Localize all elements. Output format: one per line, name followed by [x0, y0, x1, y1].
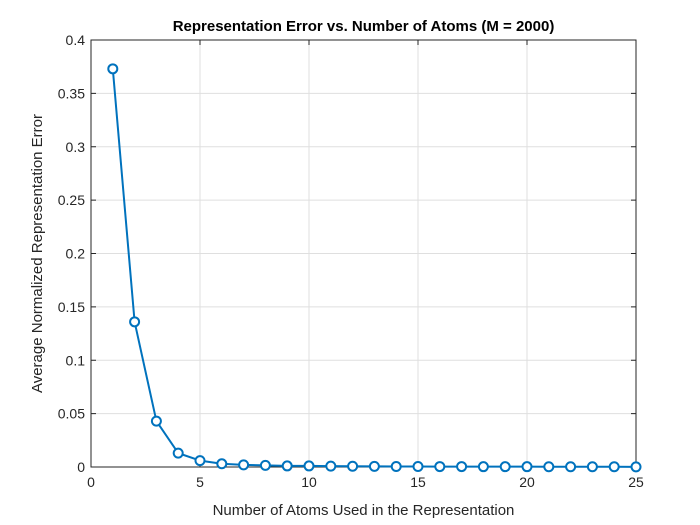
data-point — [194, 455, 206, 467]
data-point — [477, 461, 489, 473]
data-point — [150, 415, 162, 427]
data-point — [303, 460, 315, 472]
x-tick-label: 0 — [87, 474, 95, 490]
y-axis-label: Average Normalized Representation Error — [29, 114, 46, 393]
y-tick-label: 0.2 — [66, 246, 86, 262]
ticks: 0 5 10 15 20 25 0 0.05 0.1 0.15 0.2 0.25 0.3 0.35 0.4 — [58, 32, 644, 490]
data-point — [543, 461, 555, 473]
chart-title: Representation Error vs. Number of Atoms… — [173, 18, 555, 35]
data-point — [216, 458, 228, 470]
x-tick-label: 25 — [628, 474, 644, 490]
data-point — [586, 461, 598, 473]
x-tick-label: 10 — [301, 474, 317, 490]
y-tick-label: 0.15 — [58, 299, 85, 315]
data-series — [107, 63, 642, 473]
data-point — [238, 459, 250, 471]
y-tick-label: 0.3 — [66, 139, 86, 155]
y-tick-label: 0.4 — [66, 32, 86, 48]
y-tick-label: 0.05 — [58, 406, 85, 422]
x-axis-label: Number of Atoms Used in the Representati… — [213, 502, 515, 519]
y-tick-label: 0.35 — [58, 85, 85, 101]
data-point — [259, 459, 271, 471]
data-point — [129, 316, 141, 328]
data-point — [630, 461, 642, 473]
data-point — [172, 447, 184, 459]
data-point — [281, 460, 293, 472]
data-point — [608, 461, 620, 473]
data-point — [434, 461, 446, 473]
y-tick-label: 0.25 — [58, 192, 85, 208]
data-point — [107, 63, 119, 75]
data-point — [456, 461, 468, 473]
data-point — [368, 460, 380, 472]
y-tick-label: 0 — [77, 459, 85, 475]
data-point — [325, 460, 337, 472]
y-tick-label: 0.1 — [66, 352, 86, 368]
data-point — [499, 461, 511, 473]
data-point — [347, 460, 359, 472]
x-tick-label: 15 — [410, 474, 426, 490]
data-point — [390, 460, 402, 472]
x-tick-label: 5 — [196, 474, 204, 490]
data-point — [412, 460, 424, 472]
x-tick-label: 20 — [519, 474, 535, 490]
data-point — [521, 461, 533, 473]
grid — [91, 40, 636, 467]
data-point — [565, 461, 577, 473]
